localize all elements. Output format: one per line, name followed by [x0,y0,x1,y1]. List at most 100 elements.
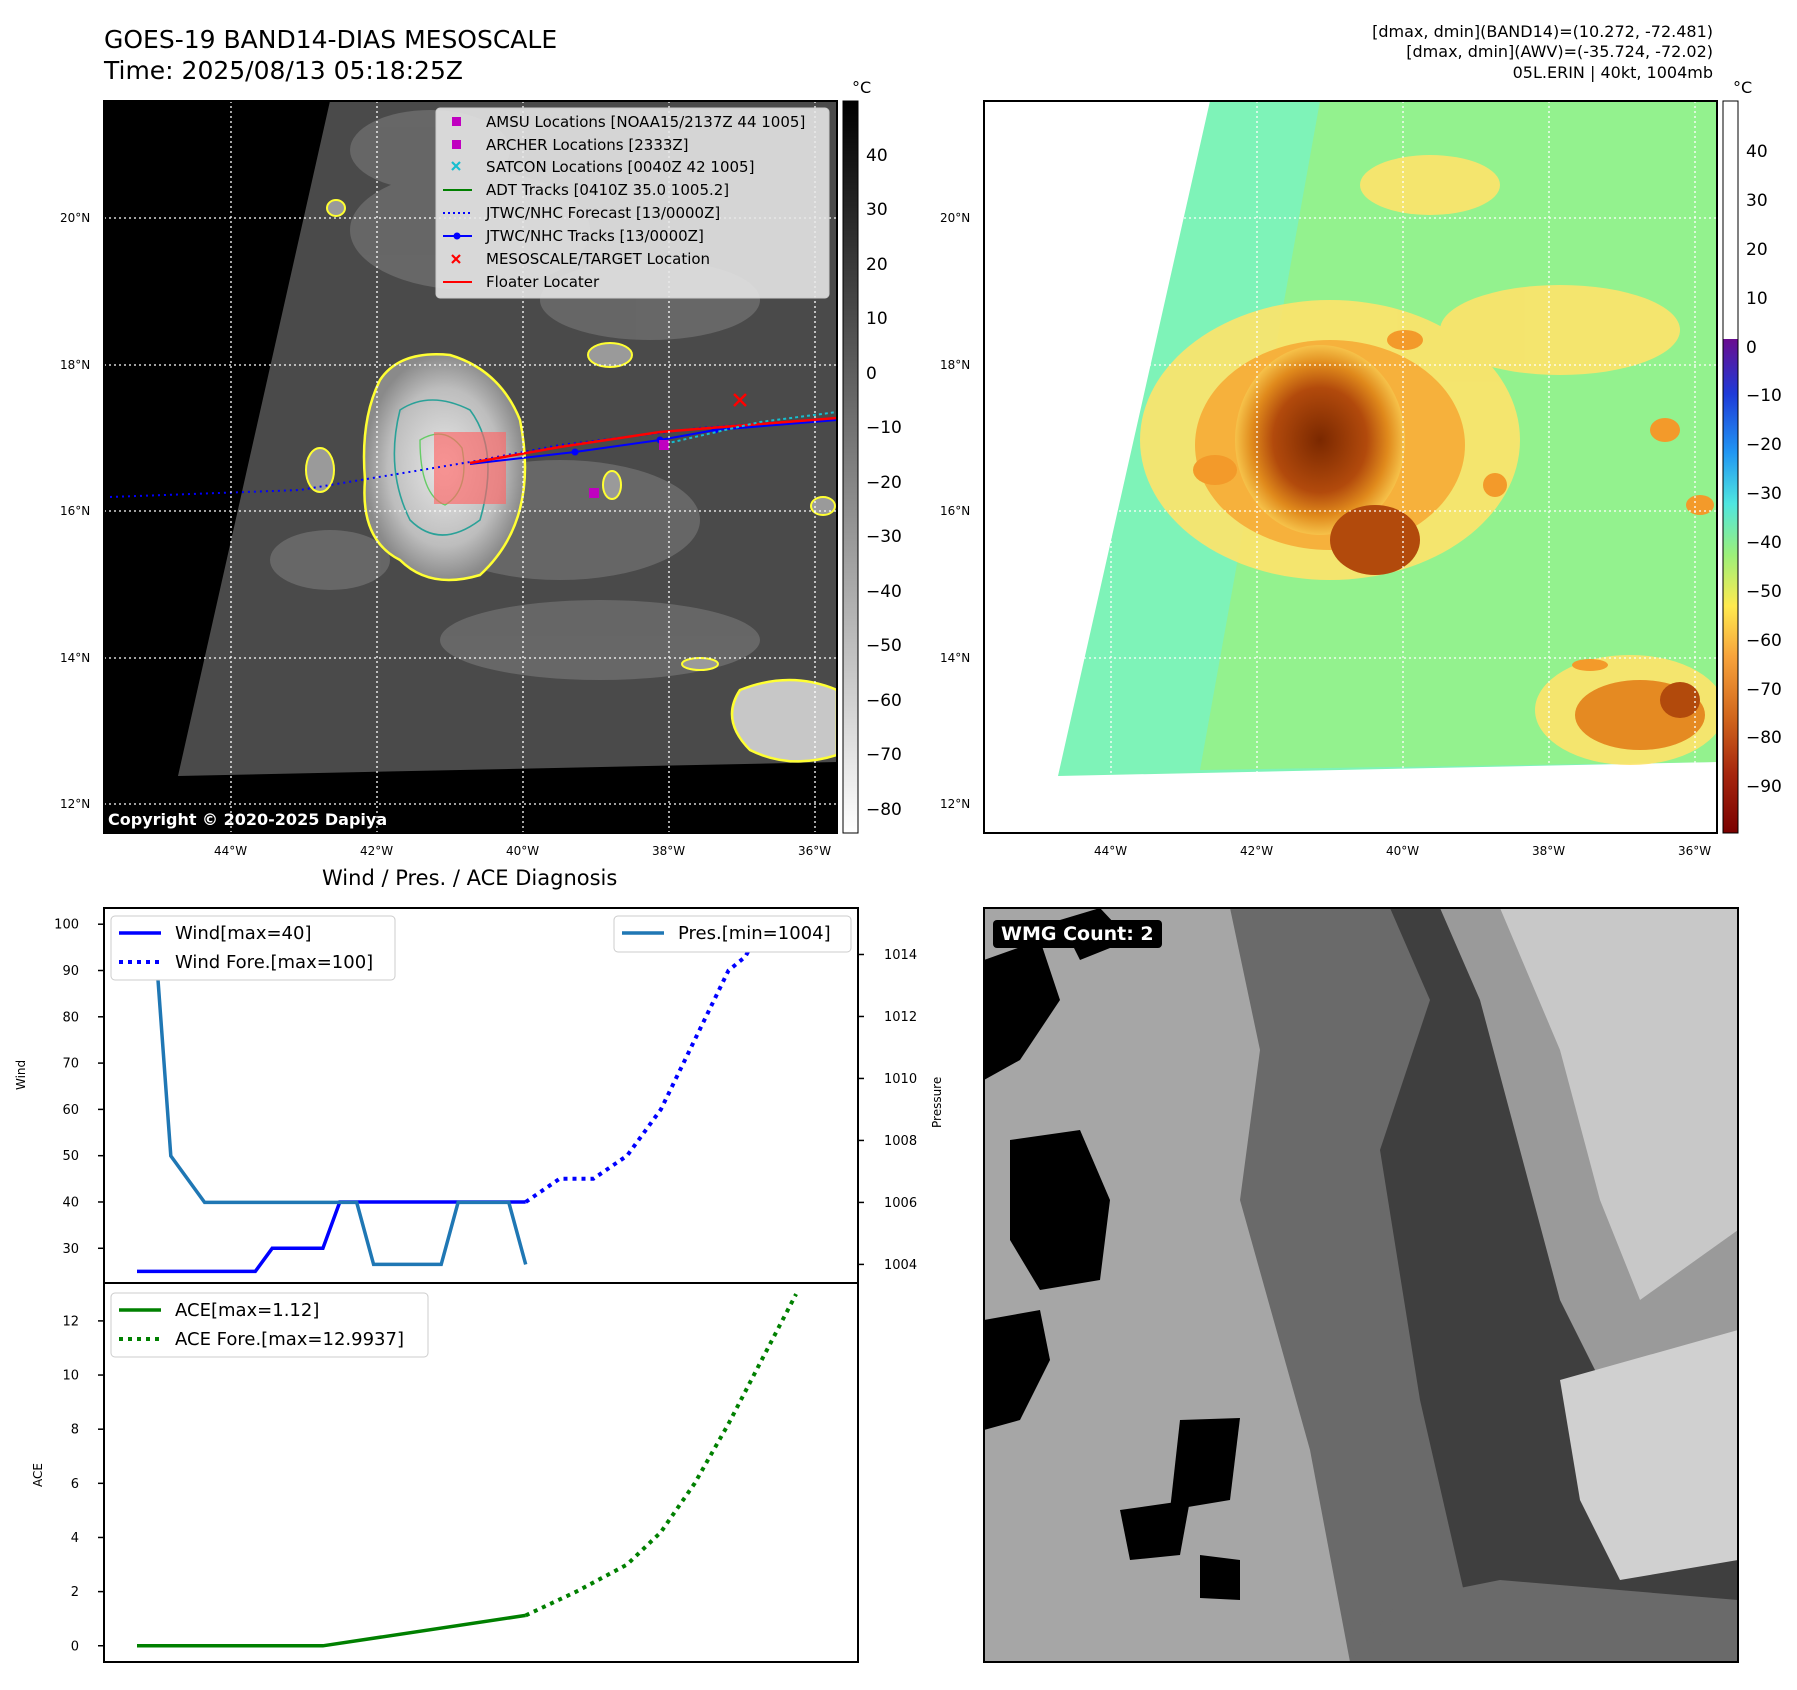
wv-colorbar-tick: 20 [1746,240,1768,260]
wv-lon-label-40: 40°W [1386,844,1420,858]
wv-image-panel [984,101,1717,833]
chart-title: GOES-19 BAND14-DIAS MESOSCALE [104,25,558,54]
wv-colorbar-tick: −10 [1746,386,1782,406]
wv-colorbar-tick: −50 [1746,582,1782,602]
ace-series-group [137,1293,798,1648]
pressure-axis-tick-label: 1014 [884,948,917,963]
wv-lon-label-42: 42°W [1240,844,1274,858]
legend-label-target: MESOSCALE/TARGET Location [486,250,711,268]
legend-marker-target [451,254,461,264]
wv-colorbar-tick: −40 [1746,533,1782,553]
legend-label-adt: ADT Tracks [0410Z 35.0 1005.2] [486,181,730,199]
wv-colorbar-tick: −30 [1746,484,1782,504]
ace-axis-tick-label: 4 [71,1531,79,1546]
wind-axis-tick-label: 50 [62,1149,79,1164]
diagnosis-title: Wind / Pres. / ACE Diagnosis [322,866,618,890]
series-line-wind-max-40 [137,1200,526,1274]
wind-axis-ticks: 30 40 50 60 70 80 90 100 [54,918,104,1257]
ace-legend-label: ACE[max=1.12] [175,1300,320,1321]
pressure-axis-tick-label: 1008 [884,1134,917,1149]
pressure-axis-label: Pressure [930,1076,944,1128]
legend-marker-satcon [451,161,461,171]
legend-label-tracks: JTWC/NHC Tracks [13/0000Z] [486,227,704,245]
ace-axis-tick-label: 6 [71,1477,79,1492]
wv-lat-label-18: 18°N [940,358,971,372]
wv-lat-label-20: 20°N [940,211,971,225]
wv-colorbar-tick: 10 [1746,289,1768,309]
ace-axis-label: ACE [31,1463,45,1487]
ir-colorbar-tick: −10 [866,418,902,438]
ir-colorbar-tick: 30 [866,200,888,220]
ir-colorbar-tick: 0 [866,364,877,384]
ir-lon-label-44: 44°W [214,844,248,858]
legend-marker-amsu [452,117,461,126]
chart-time: Time: 2025/08/13 05:18:25Z [104,56,463,85]
ace-axis-ticks: 0 2 4 6 8 10 12 [62,1314,104,1654]
wind-axis-tick-label: 90 [62,964,79,979]
ace-axis-tick-label: 12 [62,1314,79,1329]
pressure-axis-tick-label: 1012 [884,1010,917,1025]
ir-colorbar-tick: −60 [866,691,902,711]
map-legend [435,107,830,299]
legend-label-satcon: SATCON Locations [0040Z 42 1005] [486,158,755,176]
wmg-image-panel [984,908,1738,1662]
wind-axis-tick-label: 80 [62,1010,79,1025]
ir-colorbar-tick: 20 [866,255,888,275]
wv-colorbar-tick: 30 [1746,191,1768,211]
wind-legend-label: Wind[max=40] [175,923,312,944]
ir-lon-label-36: 36°W [798,844,832,858]
ir-colorbar [842,100,859,834]
ir-colorbar-tick: −30 [866,527,902,547]
legend-label-amsu: AMSU Locations [NOAA15/2137Z 44 1005] [486,113,806,131]
pressure-axis-ticks: 1004 1006 1008 1010 1012 1014 [858,948,917,1273]
wind-axis-tick-label: 40 [62,1195,79,1210]
wind-fore-legend-label: Wind Fore.[max=100] [175,952,374,973]
pres-legend-label: Pres.[min=1004] [678,923,831,944]
pressure-axis-tick-label: 1004 [884,1258,917,1273]
wind-legend [110,915,396,981]
ir-colorbar-tick: −40 [866,582,902,602]
ace-legend [110,1292,429,1358]
pressure-axis-tick-label: 1006 [884,1196,917,1211]
ir-lon-label-38: 38°W [652,844,686,858]
wind-axis-tick-label: 60 [62,1103,79,1118]
ir-colorbar-tick: 40 [866,146,888,166]
ir-lon-label-40: 40°W [506,844,540,858]
ir-colorbar-tick: −80 [866,800,902,820]
ir-colorbar-tick: −70 [866,745,902,765]
info-line-1: [dmax, dmin](BAND14)=(10.272, -72.481) [1372,22,1713,41]
ir-colorbar-unit: °C [852,78,872,97]
wv-colorbar [1722,100,1739,834]
ace-axis-tick-label: 8 [71,1423,79,1438]
wind-axis-tick-label: 30 [62,1242,79,1257]
ir-lat-label-12: 12°N [60,797,91,811]
info-line-3: 05L.ERIN | 40kt, 1004mb [1512,63,1713,82]
legend-label-forecast: JTWC/NHC Forecast [13/0000Z] [486,204,721,222]
ir-lat-label-20: 20°N [60,211,91,225]
legend-marker-archer [452,140,461,149]
series-line-ace-fore-max-12-9937 [524,1293,798,1618]
wv-colorbar-tick: −90 [1746,777,1782,797]
wv-lat-label-12: 12°N [940,797,971,811]
wv-colorbar-tick: −80 [1746,728,1782,748]
info-line-2: [dmax, dmin](AWV)=(-35.724, -72.02) [1406,42,1713,61]
series-line-pres-min-1004 [137,921,528,1267]
wind-axis-tick-label: 100 [54,918,79,933]
wv-colorbar-tick: 0 [1746,338,1757,358]
ace-axis-tick-label: 2 [71,1585,79,1600]
wv-colorbar-tick: −60 [1746,631,1782,651]
pressure-axis-tick-label: 1010 [884,1072,917,1087]
wind-pres-series-group [137,921,765,1274]
ace-axis-tick-label: 10 [62,1369,79,1384]
wmg-panel-frame [983,907,1739,1663]
ir-lat-label-16: 16°N [60,504,91,518]
wind-axis-label: Wind [14,1059,28,1090]
wv-panel-frame [983,100,1718,834]
wv-lon-label-36: 36°W [1678,844,1712,858]
legend-label-floater: Floater Locater [486,273,600,291]
legend-label-archer: ARCHER Locations [2333Z] [486,136,689,154]
wv-colorbar-tick: 40 [1746,142,1768,162]
ir-lat-label-18: 18°N [60,358,91,372]
ir-lon-label-42: 42°W [360,844,394,858]
